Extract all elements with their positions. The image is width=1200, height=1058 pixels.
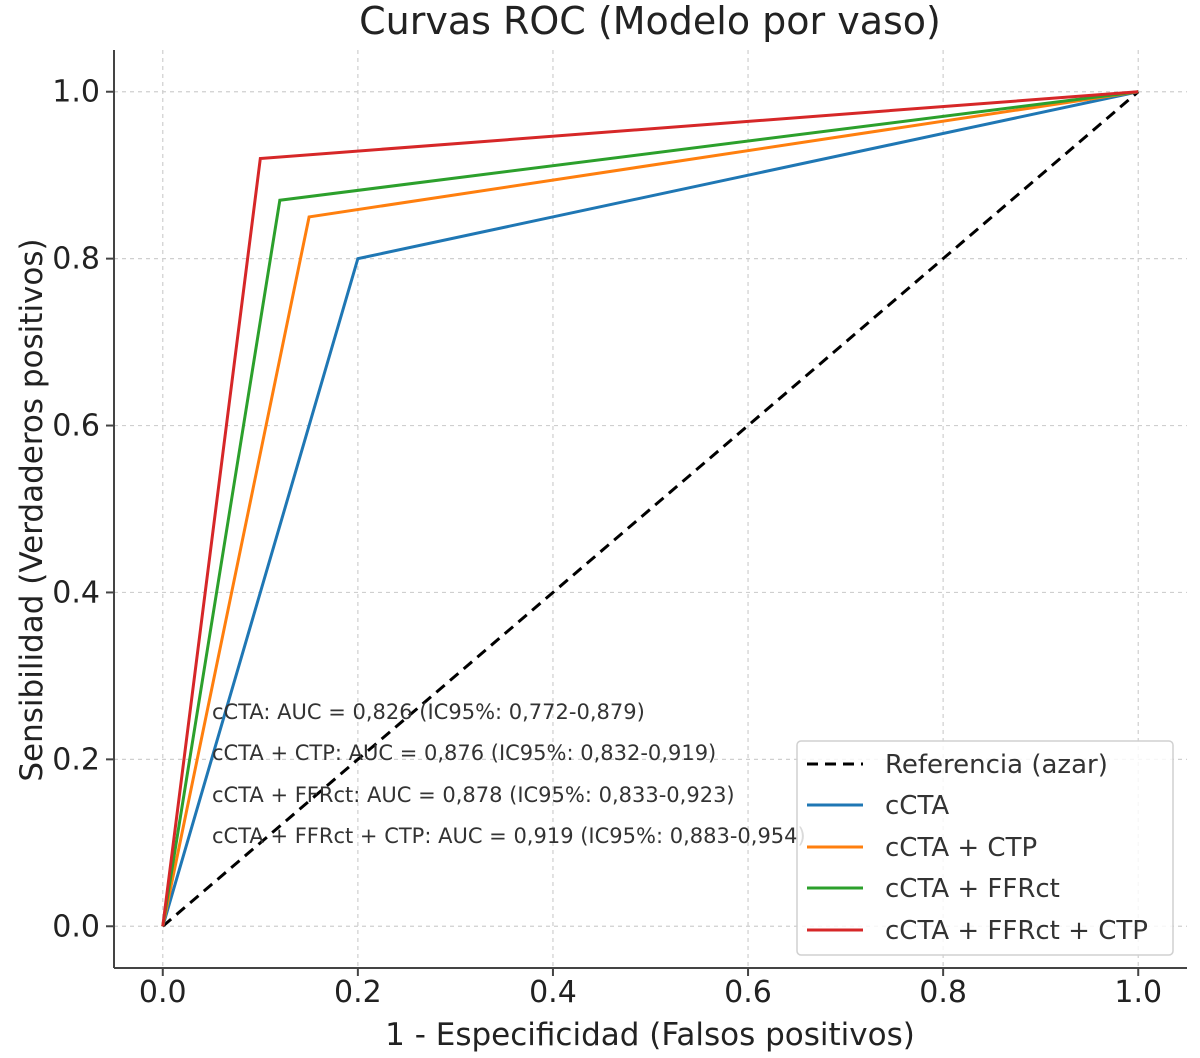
roc-line-1 xyxy=(161,90,1139,927)
y-tick-label: 0.0 xyxy=(52,909,100,944)
x-tick-label: 0.0 xyxy=(139,975,187,1010)
reference-line xyxy=(161,90,1140,928)
legend-label: cCTA + FFRct xyxy=(885,874,1060,904)
legend-label: Referencia (azar) xyxy=(885,750,1108,780)
auc-annotation: cCTA + FFRct + CTP: AUC = 0,919 (IC95%: … xyxy=(212,824,806,848)
grid xyxy=(114,50,1187,968)
y-tick-label: 1.0 xyxy=(52,75,100,110)
chart-title: Curvas ROC (Modelo por vaso) xyxy=(359,0,941,43)
y-tick-label: 0.4 xyxy=(52,575,100,610)
legend-label: cCTA + FFRct + CTP xyxy=(885,916,1148,946)
auc-annotation: cCTA: AUC = 0,826 (IC95%: 0,772-0,879) xyxy=(212,700,645,724)
y-tick-label: 0.6 xyxy=(52,409,100,444)
y-tick-label: 0.2 xyxy=(52,742,100,777)
x-tick-label: 0.8 xyxy=(919,975,967,1010)
x-axis-title: 1 - Especificidad (Falsos positivos) xyxy=(385,1017,915,1053)
y-tick-label: 0.8 xyxy=(52,242,100,277)
roc-line-4 xyxy=(161,90,1139,927)
y-axis-title: Sensibilidad (Verdaderos positivos) xyxy=(14,238,50,781)
auc-annotation: cCTA + CTP: AUC = 0,876 (IC95%: 0,832-0,… xyxy=(212,741,716,765)
legend-label: cCTA xyxy=(885,791,949,821)
legend: Referencia (azar) cCTA cCTA + CTP cCTA + FF… xyxy=(796,740,1174,956)
x-tick-label: 0.4 xyxy=(529,975,577,1010)
auc-annotation: cCTA + FFRct: AUC = 0,878 (IC95%: 0,833-… xyxy=(212,783,735,807)
roc-line-2 xyxy=(161,90,1139,927)
x-tick-label: 1.0 xyxy=(1114,975,1162,1010)
roc-line-3 xyxy=(161,90,1139,927)
auc-annotations: cCTA: AUC = 0,826 (IC95%: 0,772-0,879) cC… xyxy=(212,700,806,848)
series-layer xyxy=(161,90,1140,928)
legend-box xyxy=(796,740,1174,956)
x-tick-label: 0.2 xyxy=(334,975,382,1010)
x-tick-label: 0.6 xyxy=(724,975,772,1010)
axes: 0.0 0.2 0.4 0.6 0.8 1.0 0.0 0.2 0.4 0.6 0.8 1.0 xyxy=(52,50,1187,1010)
legend-label: cCTA + CTP xyxy=(885,833,1037,863)
